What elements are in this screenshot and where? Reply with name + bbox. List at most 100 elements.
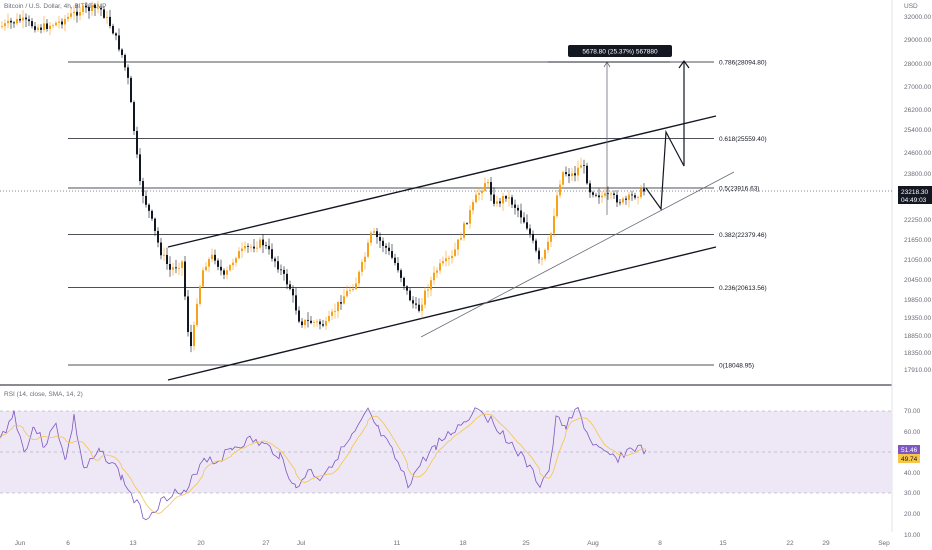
fib-label-1: 0.618(25559.40) [719, 136, 767, 143]
candle-body [34, 26, 36, 30]
candle-body [214, 254, 216, 261]
candle-body [190, 332, 192, 347]
candle-body [58, 21, 60, 23]
candle-body [28, 19, 30, 22]
candle-body [235, 258, 237, 263]
time-axis-tick: Sep [878, 540, 890, 547]
candle-body [25, 17, 27, 20]
candle-body [307, 319, 309, 321]
candle-body [340, 302, 342, 304]
candle-body [442, 261, 444, 264]
time-axis-tick: 15 [719, 540, 727, 547]
candle-body [472, 202, 474, 211]
candle-body [148, 204, 150, 211]
candle-body [598, 195, 600, 198]
rsi-value-text: 51.46 [901, 447, 918, 454]
candle-body [61, 21, 63, 25]
candle-body [634, 195, 636, 198]
candle-body [451, 255, 453, 259]
candle-body [460, 237, 462, 240]
price-axis-tick: 27000.00 [904, 84, 931, 91]
candle-body [361, 261, 363, 272]
symbol-title: Bitcoin / U.S. Dollar, 4h, BITSTAMP [4, 3, 106, 10]
rsi-axis-tick: 10.00 [904, 532, 921, 539]
candle-body [478, 193, 480, 195]
candle-body [94, 4, 96, 9]
rsi-sma-text: 49.74 [901, 456, 918, 463]
candle-body [385, 245, 387, 248]
candle-body [610, 193, 612, 195]
candle-body [250, 246, 252, 248]
time-axis-tick: Jul [297, 540, 306, 547]
candle-body [76, 11, 78, 16]
candle-body [511, 197, 513, 205]
candle-body [616, 194, 618, 203]
candle-body [211, 254, 213, 260]
candle-body [358, 271, 360, 284]
candle-body [592, 192, 594, 195]
fib-layer: 0.786(28094.80) 0.618(25559.40) 0.5(23916.… [0, 60, 892, 370]
candle-body [544, 249, 546, 259]
candle-body [346, 290, 348, 297]
candle-body [628, 194, 630, 200]
candle-body [496, 201, 498, 204]
candle-body [415, 303, 417, 305]
candle-body [31, 21, 33, 27]
candle-body [4, 23, 6, 27]
candle-body [163, 254, 165, 256]
candle-body [562, 172, 564, 185]
candle-body [127, 67, 129, 78]
candle-body [136, 130, 138, 155]
candle-body [514, 204, 516, 208]
candle-body [115, 33, 117, 36]
candle-body [484, 183, 486, 191]
candle-body [376, 231, 378, 238]
rsi-axis-tick: 30.00 [904, 490, 921, 497]
time-axis-tick: 29 [822, 540, 830, 547]
candle-body [7, 20, 9, 24]
candle-body [16, 18, 18, 24]
candle-body [286, 273, 288, 285]
candle-body [577, 167, 579, 176]
candle-body [217, 260, 219, 267]
candle-body [541, 258, 543, 260]
candle-body [370, 232, 372, 243]
candle-body [52, 25, 54, 27]
candle-body [85, 5, 87, 8]
candle-body [46, 23, 48, 29]
candle-body [550, 233, 552, 242]
candle-body [232, 262, 234, 266]
candle-body [82, 5, 84, 12]
candle-body [439, 263, 441, 271]
candle-body [430, 280, 432, 290]
candle-body [55, 22, 57, 26]
price-axis-tick: 29000.00 [904, 37, 931, 44]
candle-body [322, 324, 324, 326]
measure-tooltip: 5678.80 (25.37%) 567880 [568, 45, 672, 57]
candle-body [277, 261, 279, 270]
candle-body [103, 9, 105, 18]
rsi-sma-badge [898, 454, 920, 463]
rsi-value-badge [898, 445, 920, 454]
candle-body [64, 18, 66, 25]
candle-body [79, 11, 81, 16]
price-badge-box [898, 186, 932, 204]
currency-label: USD [904, 3, 918, 10]
candle-body [433, 272, 435, 281]
candle-body [526, 222, 528, 229]
candle-body [172, 267, 174, 270]
candle-body [223, 270, 225, 275]
candle-body [247, 245, 249, 247]
candle-body [349, 289, 351, 291]
candle-body [529, 228, 531, 234]
channel-lower-line [167, 246, 717, 381]
candle-body [583, 165, 585, 167]
price-axis-tick: 25400.00 [904, 127, 931, 134]
candle-body [37, 27, 39, 30]
candle-body [388, 247, 390, 252]
rsi-badges: 51.46 49.74 [898, 445, 920, 463]
candle-body [184, 261, 186, 297]
candle-body [505, 195, 507, 199]
candle-body [424, 290, 426, 305]
price-axis-tick: 23800.00 [904, 171, 931, 178]
